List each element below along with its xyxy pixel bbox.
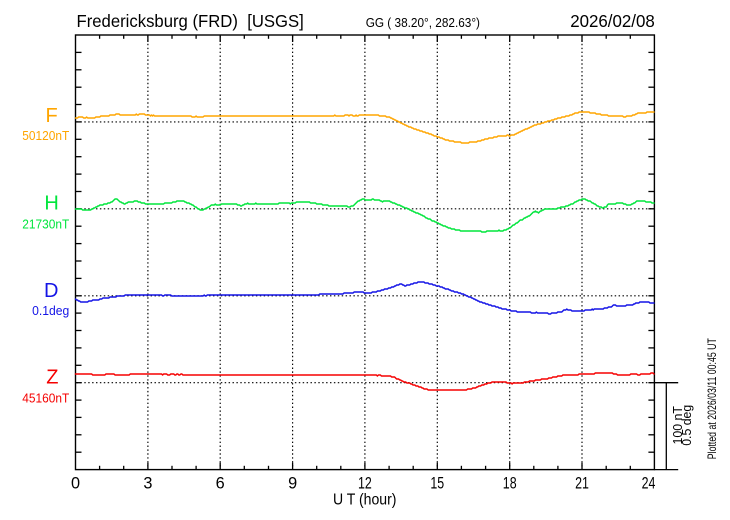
svg-text:2026/02/08: 2026/02/08 xyxy=(570,11,655,31)
svg-text:U T (hour): U T (hour) xyxy=(333,491,397,508)
svg-text:F: F xyxy=(45,105,57,127)
svg-text:24: 24 xyxy=(642,475,656,493)
svg-text:Plotted at 2026/03/11 00:45 UT: Plotted at 2026/03/11 00:45 UT xyxy=(706,338,719,459)
svg-text:GG ( 38.20°, 282.63°): GG ( 38.20°, 282.63°) xyxy=(366,15,480,30)
svg-text:H: H xyxy=(44,193,58,215)
svg-text:D: D xyxy=(44,280,58,302)
svg-text:45160nT: 45160nT xyxy=(22,391,69,406)
svg-text:0.5 deg: 0.5 deg xyxy=(679,405,694,446)
svg-text:21: 21 xyxy=(575,475,589,493)
svg-text:50120nT: 50120nT xyxy=(22,128,69,143)
svg-text:Fredericksburg (FRD) [USGS]: Fredericksburg (FRD) [USGS] xyxy=(77,11,304,31)
svg-text:12: 12 xyxy=(358,475,372,493)
svg-text:18: 18 xyxy=(503,475,517,493)
svg-text:0: 0 xyxy=(71,475,80,493)
svg-text:6: 6 xyxy=(216,475,225,493)
svg-text:0.1deg: 0.1deg xyxy=(32,303,69,318)
svg-text:21730nT: 21730nT xyxy=(22,216,69,231)
svg-text:9: 9 xyxy=(288,475,297,493)
svg-text:Z: Z xyxy=(46,367,58,389)
svg-text:100 nT: 100 nT xyxy=(670,406,685,445)
svg-text:15: 15 xyxy=(430,475,444,493)
svg-text:3: 3 xyxy=(143,475,152,493)
